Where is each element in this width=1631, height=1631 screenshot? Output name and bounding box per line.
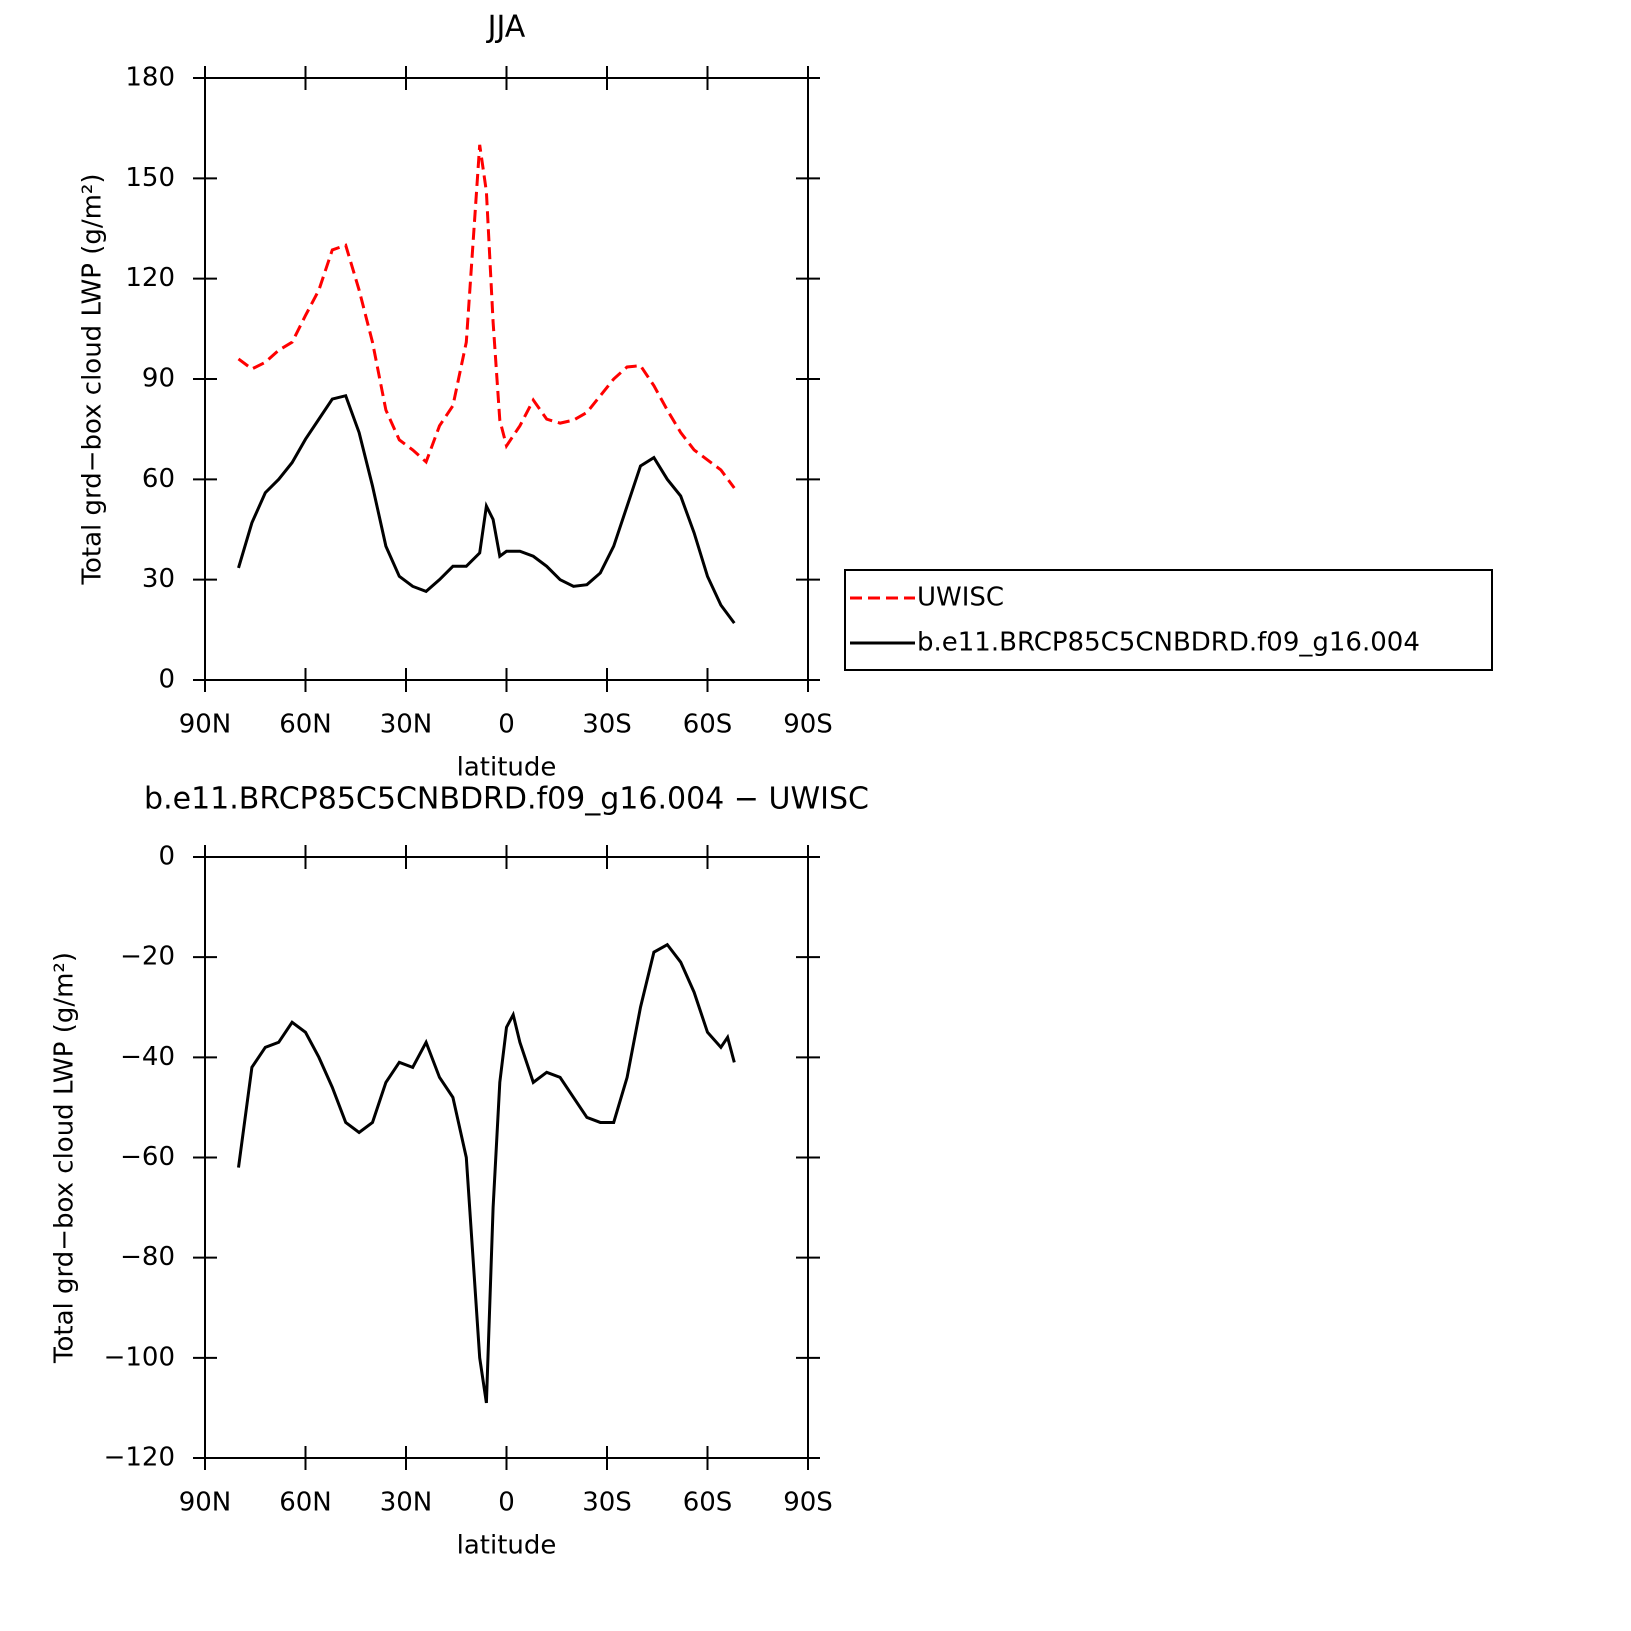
x-tick-label: 60S bbox=[683, 710, 733, 740]
y-tick-label: −40 bbox=[120, 1042, 175, 1072]
y-tick-label: 120 bbox=[125, 263, 175, 293]
x-tick-label: 30N bbox=[380, 710, 433, 740]
legend-label: b.e11.BRCP85C5CNBDRD.f09_g16.004 bbox=[917, 628, 1420, 658]
y-tick-label: 0 bbox=[158, 842, 175, 872]
data-line bbox=[237, 144, 736, 489]
chart-title: JJA bbox=[486, 10, 526, 45]
y-tick-label: −120 bbox=[104, 1443, 175, 1473]
x-tick-label: 90S bbox=[783, 710, 833, 740]
data-line bbox=[237, 393, 736, 625]
y-tick-label: −100 bbox=[104, 1342, 175, 1372]
x-tick-label: 60N bbox=[279, 1488, 332, 1518]
y-tick-label: −60 bbox=[120, 1142, 175, 1172]
y-axis-label: Total grd−box cloud LWP (g/m²) bbox=[50, 952, 80, 1364]
y-tick-label: −20 bbox=[120, 942, 175, 972]
x-tick-label: 0 bbox=[498, 710, 515, 740]
y-tick-label: 60 bbox=[142, 464, 175, 494]
x-axis-label: latitude bbox=[457, 753, 557, 783]
x-tick-label: 90S bbox=[783, 1488, 833, 1518]
chart-title: b.e11.BRCP85C5CNBDRD.f09_g16.004 − UWISC bbox=[144, 782, 869, 817]
x-tick-label: 60N bbox=[279, 710, 332, 740]
plot-frame bbox=[204, 856, 809, 1459]
x-tick-label: 60S bbox=[683, 1488, 733, 1518]
x-tick-label: 30S bbox=[582, 710, 632, 740]
y-tick-label: 0 bbox=[158, 665, 175, 695]
y-tick-label: 30 bbox=[142, 564, 175, 594]
y-tick-label: 150 bbox=[125, 163, 175, 193]
y-tick-label: 90 bbox=[142, 364, 175, 394]
x-tick-label: 90N bbox=[179, 1488, 232, 1518]
plot-frame bbox=[204, 77, 809, 681]
x-axis-label: latitude bbox=[457, 1531, 557, 1561]
x-tick-label: 30N bbox=[380, 1488, 433, 1518]
y-tick-label: −80 bbox=[120, 1242, 175, 1272]
y-tick-label: 180 bbox=[125, 63, 175, 93]
x-tick-label: 0 bbox=[498, 1488, 515, 1518]
data-line bbox=[237, 942, 736, 1404]
x-tick-label: 90N bbox=[179, 710, 232, 740]
legend-box bbox=[844, 569, 1493, 671]
x-tick-label: 30S bbox=[582, 1488, 632, 1518]
legend-label: UWISC bbox=[917, 583, 1004, 613]
y-axis-label: Total grd−box cloud LWP (g/m²) bbox=[78, 174, 108, 586]
